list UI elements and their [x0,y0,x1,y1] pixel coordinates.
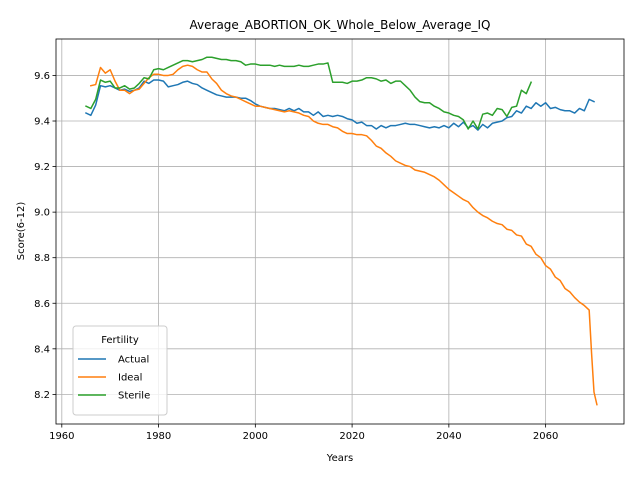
y-tick-label: 9.4 [34,117,50,128]
y-tick-label: 8.6 [34,299,50,310]
legend-label-ideal: Ideal [118,373,142,384]
y-axis-label: Score(6-12) [16,202,27,261]
legend: Fertility Actual Ideal Sterile [72,325,168,416]
y-tick-label: 9.0 [34,208,50,219]
legend-items: Actual Ideal Sterile [78,355,150,402]
x-axis-label: Years [326,453,353,464]
chart-title: Average_ABORTION_OK_Whole_Below_Average_… [190,18,491,32]
legend-box [72,325,168,416]
series-line-ideal [89,64,598,406]
axis-ticks: 1960 1980 2000 2020 2040 2060 8.2 8.4 8.6 8.8 9.0 9… [34,71,558,442]
y-tick-label: 8.2 [34,390,50,401]
x-tick-label: 2000 [243,431,268,442]
x-tick-label: 2020 [339,431,364,442]
legend-title: Fertility [101,335,139,346]
y-tick-label: 9.6 [34,71,50,82]
x-tick-label: 1960 [49,431,74,442]
y-tick-label: 8.8 [34,253,50,264]
x-tick-label: 2060 [533,431,558,442]
x-tick-label: 2040 [436,431,461,442]
legend-label-sterile: Sterile [118,391,150,402]
series-lines [85,56,598,406]
y-tick-label: 9.2 [34,162,50,173]
legend-label-actual: Actual [118,355,149,366]
plot-frame [55,38,625,425]
y-tick-label: 8.4 [34,344,50,355]
series-line-actual [85,79,595,131]
x-tick-label: 1980 [146,431,171,442]
series-line-sterile [85,56,533,130]
